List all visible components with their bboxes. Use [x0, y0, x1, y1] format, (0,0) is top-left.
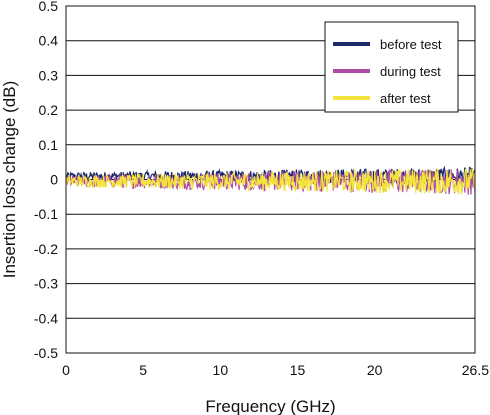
y-tick-label: 0.5 [39, 0, 59, 14]
x-tick-label: 26.5 [462, 362, 489, 378]
y-tick-label: 0.1 [39, 137, 59, 153]
y-tick-label: 0.3 [39, 67, 59, 83]
y-tick-label: 0 [50, 172, 58, 188]
y-tick-label: -0.5 [34, 345, 58, 361]
legend-label: before test [380, 37, 442, 52]
series-line [65, 167, 476, 195]
x-axis-label: Frequency (GHz) [205, 397, 335, 415]
x-tick-label: 10 [213, 362, 229, 378]
y-tick-label: -0.3 [34, 276, 58, 292]
series-layer [65, 165, 476, 195]
y-tick-label: 0.2 [39, 102, 59, 118]
x-tick-label: 0 [62, 362, 70, 378]
x-tick-label: 20 [367, 362, 383, 378]
y-tick-label: -0.1 [34, 206, 58, 222]
legend: before test during test after test [324, 21, 459, 113]
plot-frame [65, 5, 476, 354]
y-tick-labels: 0.5 0.4 0.3 0.2 0.1 0 -0.1 -0.2 -0.3 -0.4 -0.5 [34, 0, 58, 361]
y-tick-label: 0.4 [39, 33, 59, 49]
y-tick-label: -0.2 [34, 241, 58, 257]
legend-label: during test [380, 64, 441, 79]
x-tick-label: 5 [139, 362, 147, 378]
legend-box [324, 21, 459, 113]
x-tick-labels: 0 5 10 15 20 26.5 [62, 362, 489, 378]
y-tick-label: -0.4 [34, 310, 58, 326]
x-tick-label: 15 [290, 362, 306, 378]
y-axis-label: Insertion loss change (dB) [0, 81, 19, 279]
legend-label: after test [380, 91, 431, 106]
